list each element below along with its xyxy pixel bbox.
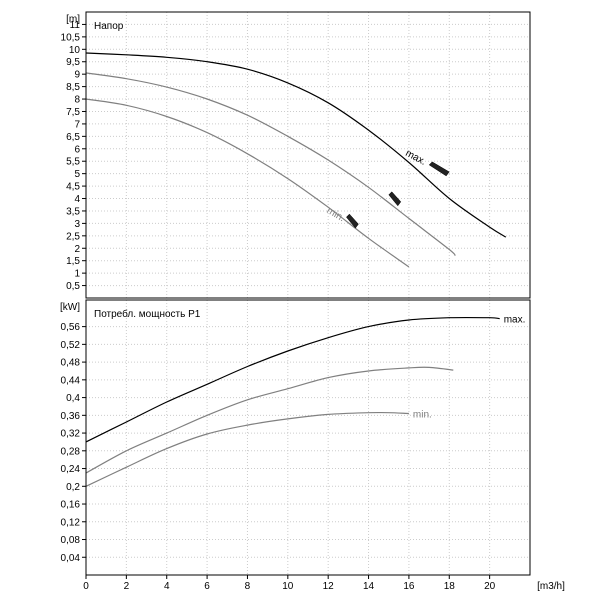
- power-series-label-1: max.: [504, 315, 526, 326]
- head-y-tick-label: 3,5: [66, 206, 80, 217]
- head-y-tick-label: 7: [74, 119, 80, 130]
- head-y-tick-label: 1,5: [66, 256, 80, 267]
- head-series-line-3: [85, 98, 410, 268]
- head-y-tick-label: 9: [74, 70, 80, 81]
- power-y-tick-label: 0,08: [61, 535, 81, 546]
- power-y-tick-label: 0,12: [61, 517, 81, 528]
- power-y-tick-label: 0,44: [61, 375, 81, 386]
- head-y-tick-label: 4,5: [66, 182, 80, 193]
- x-tick-label: 20: [484, 581, 496, 592]
- x-axis-label: [m3/h]: [537, 581, 565, 592]
- x-tick-label: 0: [83, 581, 89, 592]
- x-tick-label: 4: [164, 581, 170, 592]
- head-y-tick-label: 7,5: [66, 107, 80, 118]
- x-tick-label: 6: [204, 581, 210, 592]
- head-y-tick-label: 5,5: [66, 157, 80, 168]
- head-y-tick-label: 4: [74, 194, 80, 205]
- power-series-line-1: [85, 316, 500, 443]
- head-series-line-1: [85, 52, 507, 238]
- x-tick-label: 18: [444, 581, 456, 592]
- head-y-tick-label: 6,5: [66, 132, 80, 143]
- x-tick-label: 8: [245, 581, 251, 592]
- x-tick-label: 2: [124, 581, 130, 592]
- power-y-tick-label: 0,2: [66, 482, 80, 493]
- x-tick-label: 14: [363, 581, 375, 592]
- x-tick-label: 10: [282, 581, 294, 592]
- head-y-tick-label: 3: [74, 219, 80, 230]
- power-series-line-3: [85, 411, 409, 487]
- power-y-tick-label: 0,48: [61, 358, 81, 369]
- head-y-tick-label: 2,5: [66, 231, 80, 242]
- power-y-tick-label: 0,56: [61, 322, 81, 333]
- power-y-tick-label: 0,24: [61, 464, 81, 475]
- head-y-tick-label: 8: [74, 95, 80, 106]
- head-y-axis-label: [m]: [66, 14, 80, 25]
- head-chart-panel: 0,511,522,533,544,555,566,577,588,599,51…: [61, 11, 531, 299]
- power-series-label-3: min.: [413, 410, 432, 421]
- power-chart-title: Потребл. мощность P1: [94, 308, 201, 320]
- power-chart-panel: 0,04 0,08 0,12 0,16 0,2 0,24 0,28 0,32 0,36 0,4 0,…: [60, 299, 531, 576]
- operating-point-marker: [428, 161, 450, 177]
- power-series-line-2: [85, 366, 454, 474]
- power-y-tick-label: 0,16: [61, 500, 81, 511]
- head-y-tick-label: 2: [74, 244, 80, 255]
- head-y-tick-label: 11: [70, 20, 81, 31]
- x-tick-label: 12: [323, 581, 335, 592]
- head-plot-frame: [85, 11, 531, 299]
- head-y-tick-label: 5: [74, 169, 80, 180]
- power-y-tick-label: 0,32: [61, 429, 81, 440]
- power-y-tick-label: 0,28: [61, 446, 81, 457]
- head-series-line-2: [85, 72, 456, 257]
- head-y-tick-label: 8,5: [66, 82, 80, 93]
- power-y-tick-label: 0,36: [61, 411, 81, 422]
- power-plot-frame: [85, 299, 531, 576]
- power-y-tick-label: 0,04: [61, 553, 81, 564]
- operating-point-marker: [388, 191, 402, 207]
- x-tick-label: 16: [403, 581, 415, 592]
- head-y-tick-label: 10,5: [61, 32, 81, 43]
- power-y-axis-label: [kW]: [60, 302, 80, 313]
- head-y-tick-label: 6: [74, 144, 80, 155]
- head-y-tick-label: 0,5: [66, 281, 80, 292]
- head-y-tick-label: 10: [69, 45, 81, 56]
- x-axis: 0 2 4 6 8 10 12 14 16 18 20 [m3/h]: [83, 575, 565, 592]
- head-y-tick-label: 1: [74, 269, 80, 280]
- operating-point-marker: [346, 213, 359, 229]
- head-y-tick-label: 9,5: [66, 57, 80, 68]
- power-y-tick-label: 0,4: [66, 393, 80, 404]
- power-y-tick-label: 0,52: [61, 340, 81, 351]
- head-chart-title: Напор: [94, 21, 124, 32]
